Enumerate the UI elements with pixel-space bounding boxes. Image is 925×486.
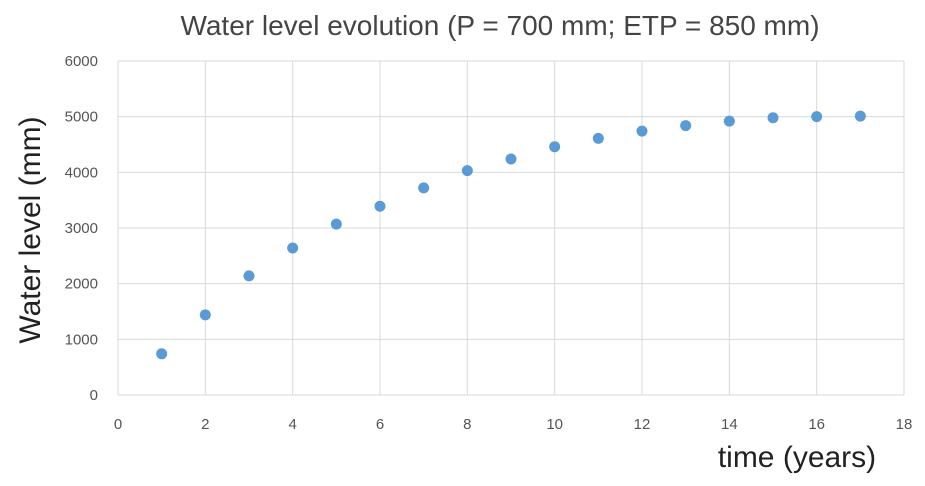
data-point: [418, 182, 430, 194]
data-point: [723, 115, 735, 127]
y-tick-label: 6000: [65, 53, 98, 70]
data-point: [854, 110, 866, 122]
data-point: [767, 112, 779, 124]
y-tick-label: 4000: [65, 164, 98, 181]
y-axis-label: Water level (mm): [14, 116, 47, 343]
data-point: [592, 132, 604, 144]
x-tick-label: 0: [114, 416, 122, 433]
x-tick-label: 4: [288, 416, 296, 433]
data-point: [811, 111, 823, 123]
y-tick-label: 0: [90, 387, 98, 404]
y-tick-label: 3000: [65, 220, 98, 237]
data-point: [156, 348, 168, 360]
x-tick-label: 8: [463, 416, 471, 433]
x-tick-label: 16: [808, 416, 825, 433]
data-point: [287, 242, 299, 254]
data-point: [636, 125, 648, 137]
data-point: [243, 270, 255, 282]
x-axis-label: time (years): [718, 441, 876, 474]
y-tick-label: 2000: [65, 276, 98, 293]
x-tick-label: 18: [896, 416, 913, 433]
chart-title: Water level evolution (P = 700 mm; ETP =…: [180, 10, 819, 41]
tick-labels: 0 2 4 6 8 10 12 14 16 18 0 1000 2000 3000 4000 5000 6000: [65, 53, 913, 433]
data-points: [156, 110, 866, 360]
data-point: [549, 141, 561, 153]
y-tick-label: 5000: [65, 109, 98, 126]
data-point: [330, 218, 342, 230]
x-tick-label: 14: [721, 416, 738, 433]
data-point: [680, 120, 692, 132]
x-tick-label: 12: [634, 416, 651, 433]
data-point: [199, 309, 211, 321]
data-point: [374, 200, 386, 212]
data-point: [505, 153, 517, 165]
x-tick-label: 6: [376, 416, 384, 433]
y-tick-label: 1000: [65, 331, 98, 348]
data-point: [461, 165, 473, 177]
x-tick-label: 10: [546, 416, 563, 433]
gridlines: [117, 60, 905, 396]
x-tick-label: 2: [201, 416, 209, 433]
